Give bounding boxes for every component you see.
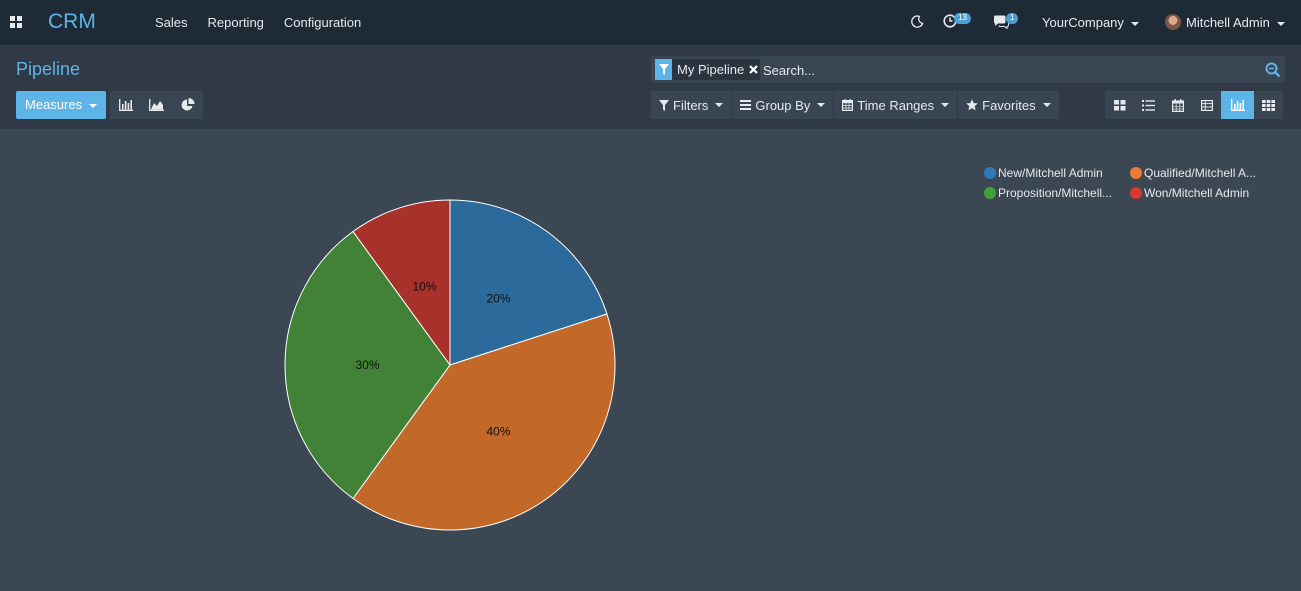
- list-bars-icon: [740, 100, 752, 110]
- pie-chart-icon: [181, 98, 194, 111]
- kanban-view-button[interactable]: [1105, 91, 1134, 119]
- company-switcher[interactable]: YourCompany: [1042, 15, 1139, 30]
- menu-item-configuration[interactable]: Configuration: [283, 15, 362, 30]
- legend-label-2: Proposition/Mitchell...: [998, 186, 1113, 200]
- favorites-button[interactable]: Favorites: [958, 91, 1059, 119]
- table-icon: [1200, 99, 1213, 111]
- pie-chart-button[interactable]: [172, 91, 203, 119]
- pie-slice-label-2: 30%: [355, 358, 379, 372]
- legend-label-1: Qualified/Mitchell A...: [1144, 166, 1257, 180]
- calendar-icon: [1171, 98, 1184, 112]
- groupby-button[interactable]: Group By: [732, 91, 834, 119]
- chevron-down-icon: [1276, 21, 1285, 26]
- chevron-down-icon: [941, 103, 950, 107]
- facet-remove-icon[interactable]: [748, 59, 761, 80]
- search-input[interactable]: [763, 60, 1243, 80]
- star-icon: [966, 99, 978, 111]
- user-avatar[interactable]: [1165, 14, 1181, 30]
- favorites-label: Favorites: [982, 97, 1036, 113]
- pie-slice-label-3: 10%: [412, 280, 436, 294]
- line-chart-icon: [149, 99, 164, 111]
- message-count-badge: 1: [1006, 13, 1019, 24]
- graph-view: 20% 40% 30% 10% New/Mitchell Admin Qualified…: [0, 129, 1301, 591]
- groupby-label: Group By: [755, 97, 811, 113]
- facet-label: My Pipeline: [672, 59, 749, 80]
- measures-label: Measures: [25, 97, 83, 112]
- search-facet: My Pipeline: [655, 59, 761, 80]
- legend-dot-3: [1130, 187, 1142, 199]
- filters-label: Filters: [673, 97, 709, 113]
- user-menu[interactable]: Mitchell Admin: [1186, 15, 1285, 30]
- pie-chart: 20% 40% 30% 10%: [284, 199, 616, 531]
- search-icon[interactable]: [1265, 62, 1281, 78]
- bar-chart-icon: [118, 99, 133, 111]
- pie-slice-3[interactable]: [352, 199, 451, 367]
- filters-button[interactable]: Filters: [651, 91, 732, 119]
- search-bar: My Pipeline: [651, 56, 1285, 83]
- cohort-view-button[interactable]: [1254, 91, 1283, 119]
- time-ranges-label: Time Ranges: [857, 97, 935, 113]
- chevron-down-icon: [1042, 103, 1051, 107]
- menu-item-reporting[interactable]: Reporting: [207, 15, 264, 30]
- chart-type-switcher: [110, 91, 203, 119]
- legend-item-0[interactable]: New/Mitchell Admin: [984, 166, 1103, 180]
- view-switcher: [1105, 91, 1283, 119]
- control-panel: Pipeline My Pipeline Measures: [0, 45, 1301, 129]
- page-title: Pipeline: [16, 59, 81, 79]
- measures-button[interactable]: Measures: [16, 91, 106, 119]
- legend-item-3[interactable]: Won/Mitchell Admin: [1130, 186, 1249, 200]
- legend-label-3: Won/Mitchell Admin: [1144, 186, 1250, 200]
- line-chart-button[interactable]: [141, 91, 172, 119]
- bar-chart-button[interactable]: [110, 91, 141, 119]
- legend-item-1[interactable]: Qualified/Mitchell A...: [1130, 166, 1256, 180]
- pivot-view-button[interactable]: [1192, 91, 1221, 119]
- graph-view-button[interactable]: [1221, 91, 1254, 119]
- pie-slice-0[interactable]: [449, 199, 608, 366]
- calendar-view-button[interactable]: [1163, 91, 1192, 119]
- apps-menu-icon[interactable]: [10, 16, 22, 28]
- activity-count-badge: 13: [954, 13, 971, 24]
- pie-slice-label-1: 40%: [486, 425, 510, 439]
- bar-chart-icon: [1230, 99, 1245, 111]
- kanban-icon: [1113, 99, 1125, 110]
- pie-slice-1[interactable]: [352, 313, 616, 531]
- chevron-down-icon: [89, 103, 98, 108]
- chevron-down-icon: [817, 103, 826, 107]
- legend-dot-0: [984, 167, 996, 179]
- legend-dot-1: [1130, 167, 1142, 179]
- app-brand[interactable]: CRM: [48, 10, 96, 33]
- legend-label-0: New/Mitchell Admin: [998, 166, 1103, 180]
- calendar-icon: [842, 99, 854, 111]
- grid-icon: [1262, 99, 1275, 111]
- top-navbar: CRM Sales Reporting Configuration 13 1 Y…: [0, 0, 1301, 45]
- list-icon: [1142, 99, 1155, 111]
- main-menu: Sales Reporting Configuration: [155, 15, 361, 30]
- legend-item-2[interactable]: Proposition/Mitchell...: [984, 186, 1112, 200]
- filter-funnel-icon: [655, 59, 672, 80]
- pie-slice-label-0: 20%: [486, 291, 510, 305]
- list-view-button[interactable]: [1134, 91, 1163, 119]
- filter-funnel-icon: [659, 99, 669, 111]
- company-name: YourCompany: [1042, 15, 1124, 30]
- time-ranges-button[interactable]: Time Ranges: [834, 91, 958, 119]
- search-options: Filters Group By Time Ranges Favorites: [651, 91, 1060, 119]
- chevron-down-icon: [715, 103, 724, 107]
- menu-item-sales[interactable]: Sales: [155, 15, 188, 30]
- chevron-down-icon: [1130, 21, 1139, 26]
- dark-mode-moon-icon[interactable]: [911, 15, 924, 28]
- user-name: Mitchell Admin: [1186, 15, 1270, 30]
- pie-slice-2[interactable]: [284, 230, 451, 500]
- legend-dot-2: [984, 187, 996, 199]
